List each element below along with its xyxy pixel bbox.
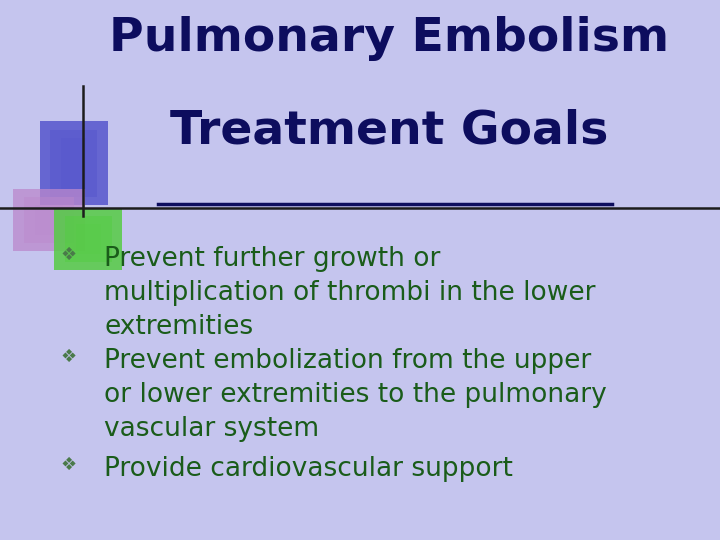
Bar <box>40 122 108 205</box>
Bar <box>50 130 97 197</box>
Text: Treatment Goals: Treatment Goals <box>170 108 608 153</box>
Bar <box>65 216 112 262</box>
Text: ❖: ❖ <box>60 456 76 474</box>
Text: Pulmonary Embolism: Pulmonary Embolism <box>109 16 669 61</box>
Text: ❖: ❖ <box>60 348 76 366</box>
Bar <box>35 205 63 235</box>
Bar <box>24 197 74 243</box>
Bar <box>54 208 122 270</box>
Bar <box>76 224 101 254</box>
Text: ❖: ❖ <box>60 246 76 264</box>
Bar <box>13 189 85 251</box>
Text: Prevent further growth or
multiplication of thrombi in the lower
extremities: Prevent further growth or multiplication… <box>104 246 596 340</box>
Text: Provide cardiovascular support: Provide cardiovascular support <box>104 456 513 482</box>
Bar <box>61 138 86 189</box>
Text: Prevent embolization from the upper
or lower extremities to the pulmonary
vascul: Prevent embolization from the upper or l… <box>104 348 607 442</box>
